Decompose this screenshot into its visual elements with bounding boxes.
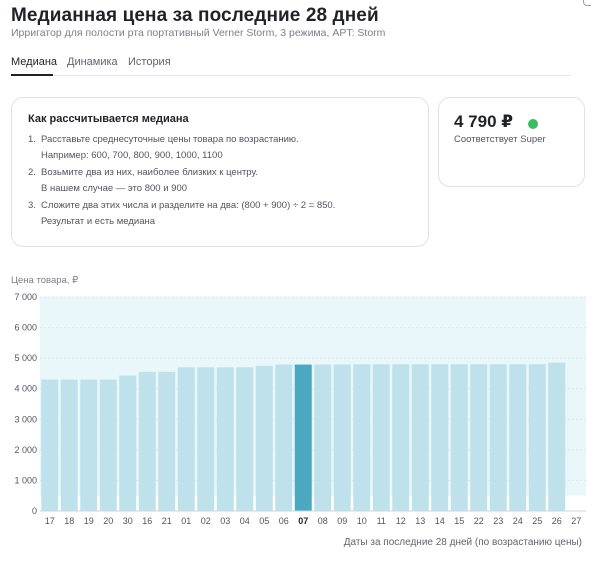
x-tick-label: 25 bbox=[532, 516, 542, 526]
explanation-title: Как рассчитывается медиана bbox=[28, 113, 189, 125]
step-1: 1. Расставьте среднесуточные цены товара … bbox=[28, 132, 299, 164]
tab-median[interactable]: Медиана bbox=[11, 56, 58, 68]
x-tick-label: 18 bbox=[64, 516, 74, 526]
x-tick-label: 21 bbox=[162, 516, 172, 526]
tab-dynamics[interactable]: Динамика bbox=[67, 56, 118, 68]
chart-bar bbox=[255, 365, 273, 511]
x-tick-label: 08 bbox=[318, 516, 328, 526]
x-tick-label: 06 bbox=[279, 516, 289, 526]
chart-bar bbox=[528, 364, 546, 511]
median-price-chart: 0 1 000 2 000 3 000 4 000 5 000 6 000 7 000 17 18… bbox=[14, 292, 586, 526]
chart-bar bbox=[489, 364, 507, 511]
y-tick-label: 6 000 bbox=[14, 323, 37, 333]
chart-bar bbox=[470, 364, 488, 511]
y-tick-label: 5 000 bbox=[14, 353, 37, 363]
x-tick-label: 03 bbox=[220, 516, 230, 526]
step-text: Возьмите два из них, наиболее близких к … bbox=[41, 167, 258, 178]
step-3: 3. Сложите два этих числа и разделите на … bbox=[28, 198, 335, 230]
chart-bar bbox=[314, 364, 332, 511]
x-tick-label: 04 bbox=[240, 516, 250, 526]
chart-bar bbox=[236, 367, 254, 511]
step-example: Например: 600, 700, 800, 900, 1000, 1100 bbox=[41, 150, 223, 161]
x-tick-label: 26 bbox=[552, 516, 562, 526]
x-tick-label: 19 bbox=[84, 516, 94, 526]
tab-history[interactable]: История bbox=[128, 56, 171, 68]
x-tick-label: 09 bbox=[337, 516, 347, 526]
x-tick-label: 24 bbox=[513, 516, 523, 526]
x-tick-label: 02 bbox=[201, 516, 211, 526]
y-tick-label: 7 000 bbox=[14, 292, 37, 302]
chart-bar bbox=[450, 364, 468, 511]
tabs-bar: Медиана Динамика История bbox=[11, 54, 571, 76]
x-tick-label: 14 bbox=[435, 516, 445, 526]
x-tick-label: 05 bbox=[259, 516, 269, 526]
step-example: Результат и есть медиана bbox=[41, 216, 156, 227]
x-tick-label: 16 bbox=[142, 516, 152, 526]
x-tick-label: 20 bbox=[103, 516, 113, 526]
chart-bar bbox=[197, 367, 215, 511]
median-price-value: 4 790 ₽ bbox=[454, 112, 514, 131]
step-number: 1. bbox=[28, 134, 36, 145]
chart-bar bbox=[411, 364, 429, 511]
chart-bar bbox=[392, 364, 410, 511]
product-subtitle: Ирригатор для полости рта портативный Ve… bbox=[11, 27, 386, 39]
x-tick-label: 30 bbox=[123, 516, 133, 526]
chart-bar bbox=[138, 371, 156, 511]
chart-bar bbox=[353, 364, 371, 511]
median-price-card: 4 790 ₽ Соответствует Super bbox=[438, 97, 585, 187]
x-tick-label: 23 bbox=[493, 516, 503, 526]
active-tab-indicator bbox=[11, 74, 53, 76]
chart-bar bbox=[548, 362, 566, 511]
median-explanation-card: Как рассчитывается медиана 1. Расставьте … bbox=[11, 97, 429, 247]
y-tick-label: 3 000 bbox=[14, 414, 37, 424]
step-text: Расставьте среднесуточные цены товара по… bbox=[41, 134, 299, 145]
x-tick-label: 22 bbox=[474, 516, 484, 526]
chart-bar bbox=[177, 367, 195, 511]
step-number: 3. bbox=[28, 200, 36, 211]
corner-arrow-icon bbox=[583, 0, 591, 6]
chart-bar bbox=[80, 379, 98, 511]
chart-bar bbox=[509, 364, 527, 511]
chart-bar bbox=[99, 379, 117, 511]
chart-bar bbox=[41, 379, 59, 511]
x-tick-label: 17 bbox=[45, 516, 55, 526]
x-tick-label: 15 bbox=[454, 516, 464, 526]
x-tick-label: 27 bbox=[571, 516, 581, 526]
y-tick-label: 4 000 bbox=[14, 384, 37, 394]
step-text: Сложите два этих числа и разделите на дв… bbox=[41, 200, 336, 211]
chart-bar bbox=[216, 367, 234, 511]
y-axis-label: Цена товара, ₽ bbox=[11, 275, 79, 286]
price-rating-label: Соответствует Super bbox=[454, 134, 546, 145]
y-tick-label: 2 000 bbox=[14, 445, 37, 455]
chart-bar bbox=[431, 364, 449, 511]
chart-bar bbox=[158, 371, 176, 511]
chart-bar bbox=[333, 364, 351, 511]
x-tick-label: 13 bbox=[415, 516, 425, 526]
step-2: 2. Возьмите два из них, наиболее близких … bbox=[28, 165, 258, 197]
chart-bar bbox=[372, 364, 390, 511]
x-tick-label: 01 bbox=[181, 516, 191, 526]
page-title: Медианная цена за последние 28 дней bbox=[11, 5, 379, 26]
chart-bar bbox=[119, 375, 137, 511]
median-bar bbox=[294, 364, 312, 511]
step-number: 2. bbox=[28, 167, 36, 178]
x-tick-label: 10 bbox=[357, 516, 367, 526]
step-example: В нашем случае — это 800 и 900 bbox=[41, 183, 188, 194]
x-tick-label: 11 bbox=[377, 516, 386, 526]
x-axis-label: Даты за последние 28 дней (по возрастани… bbox=[343, 537, 582, 548]
x-tick-label: 12 bbox=[396, 516, 406, 526]
chart-bar bbox=[275, 364, 293, 511]
chart-bar bbox=[60, 379, 78, 511]
y-tick-label: 0 bbox=[32, 506, 37, 516]
x-tick-label: 07 bbox=[298, 516, 308, 526]
status-dot-icon bbox=[528, 119, 538, 129]
y-tick-label: 1 000 bbox=[14, 475, 37, 485]
